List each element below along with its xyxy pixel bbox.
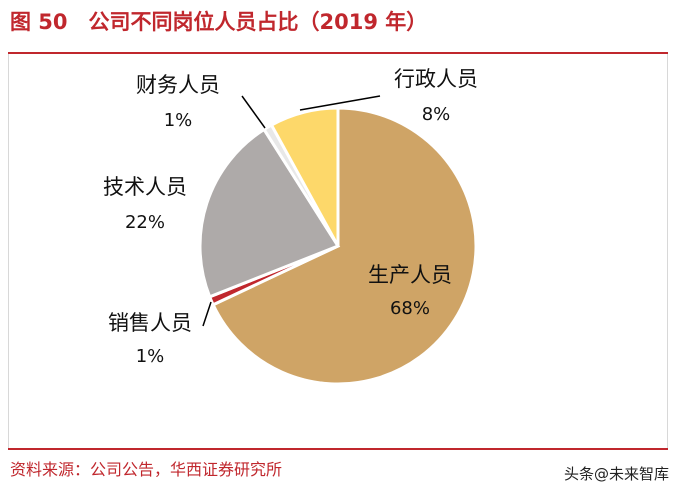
leader-line bbox=[299, 95, 381, 111]
slice-value-label: 22% bbox=[125, 212, 165, 233]
watermark: 头条@未来智库 bbox=[563, 465, 669, 483]
slice-name-label: 行政人员 bbox=[394, 67, 478, 91]
title-rule bbox=[8, 52, 668, 54]
pie-slice bbox=[269, 106, 340, 247]
leader-line bbox=[241, 95, 266, 129]
frame-right bbox=[667, 54, 668, 448]
slice-value-label: 1% bbox=[164, 110, 193, 131]
figure-title: 图 50 公司不同岗位人员占比（2019 年） bbox=[10, 10, 428, 34]
slice-name-label: 技术人员 bbox=[103, 175, 187, 199]
frame-left bbox=[8, 54, 9, 448]
source-rule bbox=[8, 448, 668, 450]
slice-value-label: 1% bbox=[136, 346, 165, 367]
slice-name-label: 财务人员 bbox=[136, 73, 220, 97]
slice-value-label: 8% bbox=[422, 104, 451, 125]
pie-slice bbox=[198, 127, 341, 299]
slice-value-label: 68% bbox=[390, 298, 430, 319]
slice-name-label: 销售人员 bbox=[108, 311, 192, 335]
source-note: 资料来源：公司公告，华西证券研究所 bbox=[10, 460, 283, 479]
leader-line bbox=[202, 301, 212, 327]
slice-name-label: 生产人员 bbox=[368, 263, 452, 287]
pie-slice bbox=[211, 106, 478, 386]
